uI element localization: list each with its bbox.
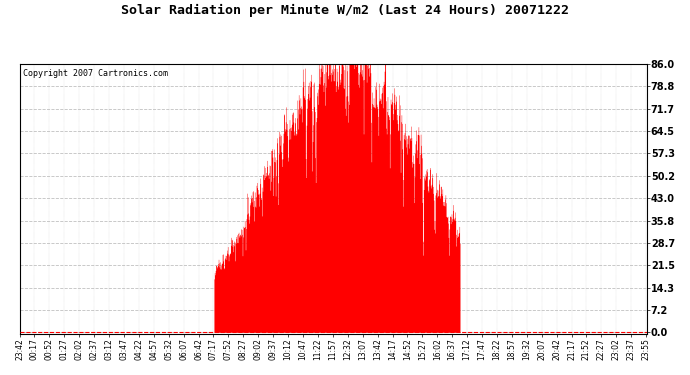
Text: Solar Radiation per Minute W/m2 (Last 24 Hours) 20071222: Solar Radiation per Minute W/m2 (Last 24… — [121, 4, 569, 17]
Text: Copyright 2007 Cartronics.com: Copyright 2007 Cartronics.com — [23, 69, 168, 78]
